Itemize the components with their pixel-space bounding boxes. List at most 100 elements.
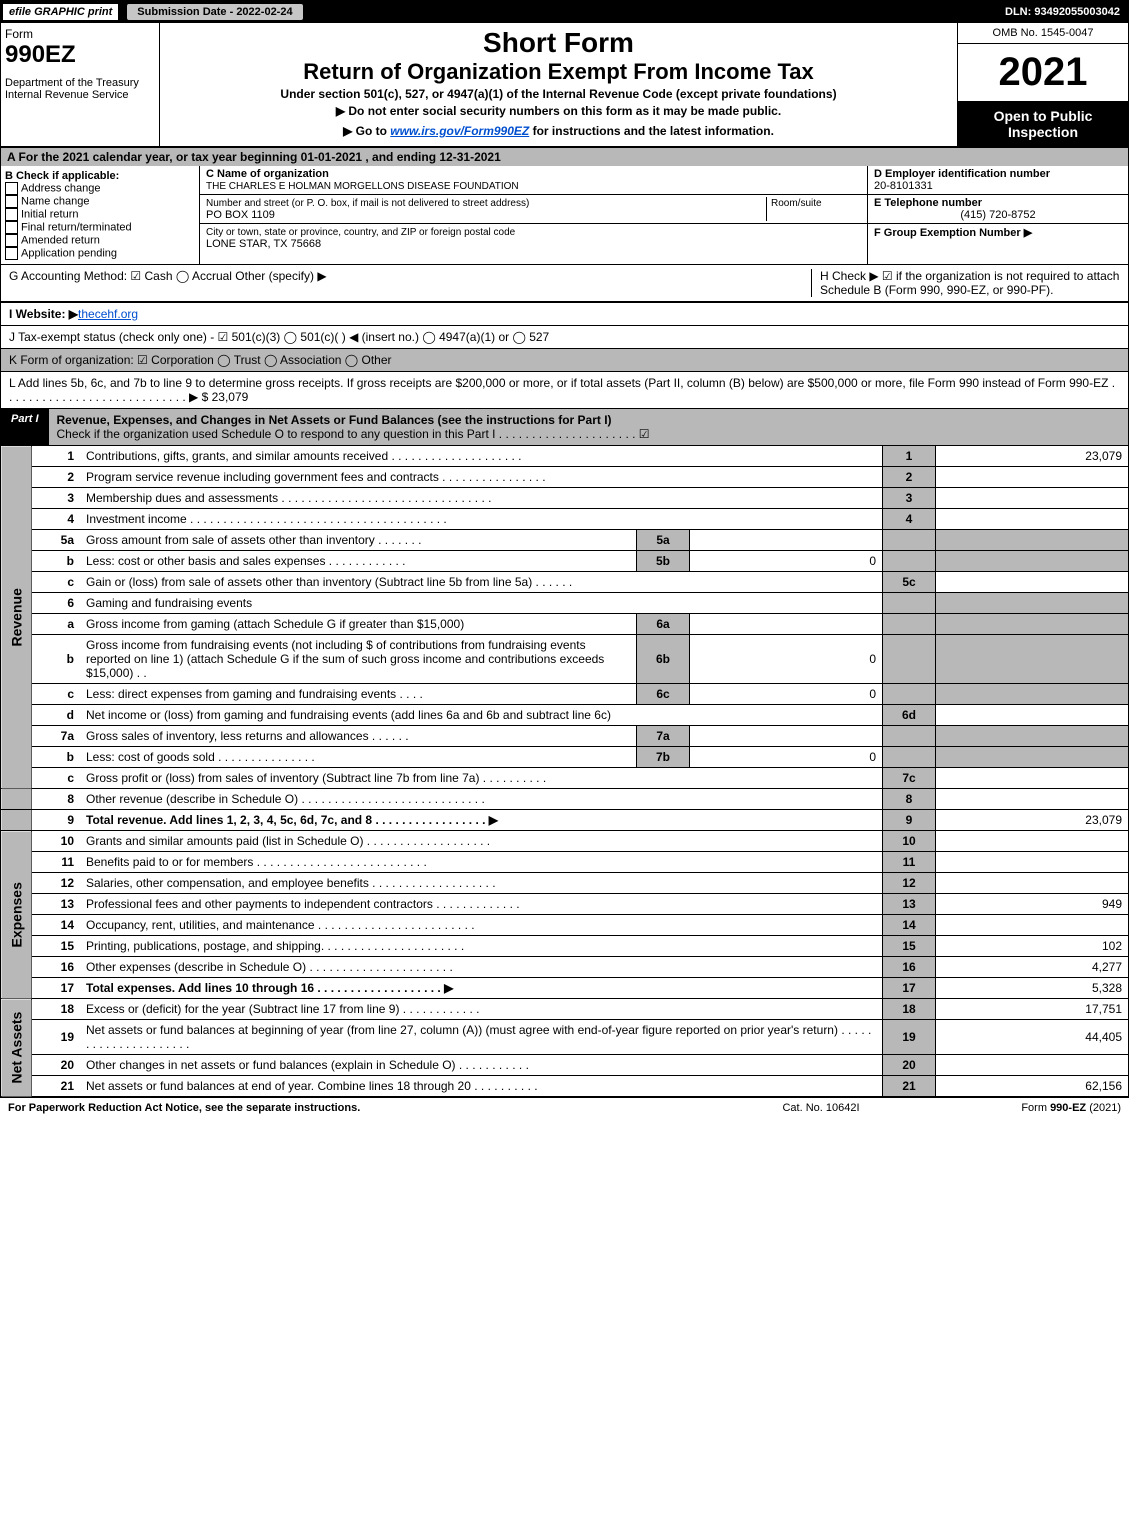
footer-left: For Paperwork Reduction Act Notice, see …: [8, 1102, 721, 1114]
check-initial-return[interactable]: Initial return: [5, 208, 195, 221]
street: PO BOX 1109: [206, 209, 275, 221]
footer-cat-no: Cat. No. 10642I: [721, 1102, 921, 1114]
line-6b-value: 0: [690, 635, 883, 684]
check-name-change[interactable]: Name change: [5, 195, 195, 208]
line-13-desc: Professional fees and other payments to …: [80, 894, 883, 915]
side-label-revenue: Revenue: [1, 446, 32, 789]
irs-link[interactable]: www.irs.gov/Form990EZ: [390, 124, 529, 138]
accounting-method: G Accounting Method: ☑ Cash ◯ Accrual Ot…: [9, 269, 811, 297]
ein: 20-8101331: [874, 180, 933, 192]
line-7c-value: [936, 768, 1129, 789]
dln-label: DLN: 93492055003042: [999, 4, 1126, 20]
part-1-header: Part I Revenue, Expenses, and Changes in…: [1, 409, 1128, 446]
tax-year: 2021: [958, 44, 1128, 102]
instruction-2: ▶ Go to www.irs.gov/Form990EZ for instru…: [168, 121, 949, 141]
line-7a-desc: Gross sales of inventory, less returns a…: [80, 726, 637, 747]
col-b-header: B Check if applicable:: [5, 170, 195, 182]
city: LONE STAR, TX 75668: [206, 238, 321, 250]
line-8-value: [936, 789, 1129, 810]
line-5b-value: 0: [690, 551, 883, 572]
footer-form-ref: Form 990-EZ (2021): [921, 1102, 1121, 1114]
net-assets-table: Net Assets 18 Excess or (deficit) for th…: [1, 999, 1128, 1097]
line-7c-desc: Gross profit or (loss) from sales of inv…: [80, 768, 883, 789]
check-final-return[interactable]: Final return/terminated: [5, 221, 195, 234]
line-5b-desc: Less: cost or other basis and sales expe…: [80, 551, 637, 572]
part-1-title: Revenue, Expenses, and Changes in Net As…: [49, 409, 1128, 445]
website-row: I Website: ▶thecehf.org: [1, 302, 1128, 326]
line-2-desc: Program service revenue including govern…: [80, 467, 883, 488]
line-13-value: 949: [936, 894, 1129, 915]
line-19-value: 44,405: [936, 1020, 1129, 1055]
line-18-value: 17,751: [936, 999, 1129, 1020]
page-footer: For Paperwork Reduction Act Notice, see …: [0, 1098, 1129, 1118]
line-16-value: 4,277: [936, 957, 1129, 978]
short-form-title: Short Form: [168, 27, 949, 59]
main-title: Return of Organization Exempt From Incom…: [168, 59, 949, 85]
top-bar: efile GRAPHIC print Submission Date - 20…: [1, 1, 1128, 23]
schedule-b-check: H Check ▶ ☑ if the organization is not r…: [811, 269, 1120, 297]
line-14-value: [936, 915, 1129, 936]
efile-print-label[interactable]: efile GRAPHIC print: [3, 4, 118, 20]
room-header: Room/suite: [771, 198, 822, 209]
open-public-badge: Open to Public Inspection: [958, 102, 1128, 146]
form-of-org: K Form of organization: ☑ Corporation ◯ …: [1, 349, 1128, 372]
line-19-desc: Net assets or fund balances at beginning…: [80, 1020, 883, 1055]
line-5a-desc: Gross amount from sale of assets other t…: [80, 530, 637, 551]
line-15-desc: Printing, publications, postage, and shi…: [80, 936, 883, 957]
check-address-change[interactable]: Address change: [5, 182, 195, 195]
line-5c-value: [936, 572, 1129, 593]
line-10-desc: Grants and similar amounts paid (list in…: [80, 831, 883, 852]
expenses-table: Expenses 10 Grants and similar amounts p…: [1, 831, 1128, 999]
header-left: Form 990EZ Department of the Treasury In…: [1, 23, 160, 146]
line-9-value: 23,079: [936, 810, 1129, 831]
street-header: Number and street (or P. O. box, if mail…: [206, 198, 529, 209]
gross-receipts: L Add lines 5b, 6c, and 7b to line 9 to …: [1, 372, 1128, 409]
instruction-1: ▶ Do not enter social security numbers o…: [168, 101, 949, 121]
line-20-desc: Other changes in net assets or fund bala…: [80, 1055, 883, 1076]
form-container: efile GRAPHIC print Submission Date - 20…: [0, 0, 1129, 1098]
bcd-row: B Check if applicable: Address change Na…: [1, 166, 1128, 265]
header-center: Short Form Return of Organization Exempt…: [160, 23, 957, 146]
line-3-value: [936, 488, 1129, 509]
line-7b-value: 0: [690, 747, 883, 768]
section-a: A For the 2021 calendar year, or tax yea…: [1, 147, 1128, 166]
line-14-desc: Occupancy, rent, utilities, and maintena…: [80, 915, 883, 936]
line-7a-value: [690, 726, 883, 747]
part-1-label: Part I: [1, 409, 49, 445]
line-20-value: [936, 1055, 1129, 1076]
line-10-value: [936, 831, 1129, 852]
submission-date-pill: Submission Date - 2022-02-24: [126, 3, 303, 21]
city-header: City or town, state or province, country…: [206, 227, 515, 238]
line-6c-desc: Less: direct expenses from gaming and fu…: [80, 684, 637, 705]
form-label: Form: [5, 27, 155, 41]
dept-label: Department of the Treasury Internal Reve…: [5, 77, 155, 101]
subtitle: Under section 501(c), 527, or 4947(a)(1)…: [168, 87, 949, 101]
line-6-desc: Gaming and fundraising events: [80, 593, 883, 614]
line-7b-desc: Less: cost of goods sold . . . . . . . .…: [80, 747, 637, 768]
side-label-net-assets: Net Assets: [1, 999, 32, 1097]
line-18-desc: Excess or (deficit) for the year (Subtra…: [80, 999, 883, 1020]
form-number: 990EZ: [5, 41, 155, 69]
side-label-expenses: Expenses: [1, 831, 32, 999]
line-6d-value: [936, 705, 1129, 726]
line-8-desc: Other revenue (describe in Schedule O) .…: [80, 789, 883, 810]
line-16-desc: Other expenses (describe in Schedule O) …: [80, 957, 883, 978]
line-15-value: 102: [936, 936, 1129, 957]
website-link[interactable]: thecehf.org: [78, 307, 138, 321]
col-c-org: C Name of organization THE CHARLES E HOL…: [200, 166, 867, 264]
check-amended-return[interactable]: Amended return: [5, 234, 195, 247]
line-6b-desc: Gross income from fundraising events (no…: [80, 635, 637, 684]
line-4-value: [936, 509, 1129, 530]
line-1-desc: Contributions, gifts, grants, and simila…: [80, 446, 883, 467]
ein-header: D Employer identification number: [874, 168, 1050, 180]
form-header: Form 990EZ Department of the Treasury In…: [1, 23, 1128, 147]
tel-header: E Telephone number: [874, 197, 982, 209]
org-name: THE CHARLES E HOLMAN MORGELLONS DISEASE …: [206, 181, 519, 192]
telephone: (415) 720-8752: [874, 209, 1122, 221]
line-6d-desc: Net income or (loss) from gaming and fun…: [80, 705, 883, 726]
check-application-pending[interactable]: Application pending: [5, 247, 195, 260]
line-17-desc: Total expenses. Add lines 10 through 16 …: [80, 978, 883, 999]
line-4-desc: Investment income . . . . . . . . . . . …: [80, 509, 883, 530]
col-d-identifiers: D Employer identification number 20-8101…: [867, 166, 1128, 264]
col-b-applicable: B Check if applicable: Address change Na…: [1, 166, 200, 264]
